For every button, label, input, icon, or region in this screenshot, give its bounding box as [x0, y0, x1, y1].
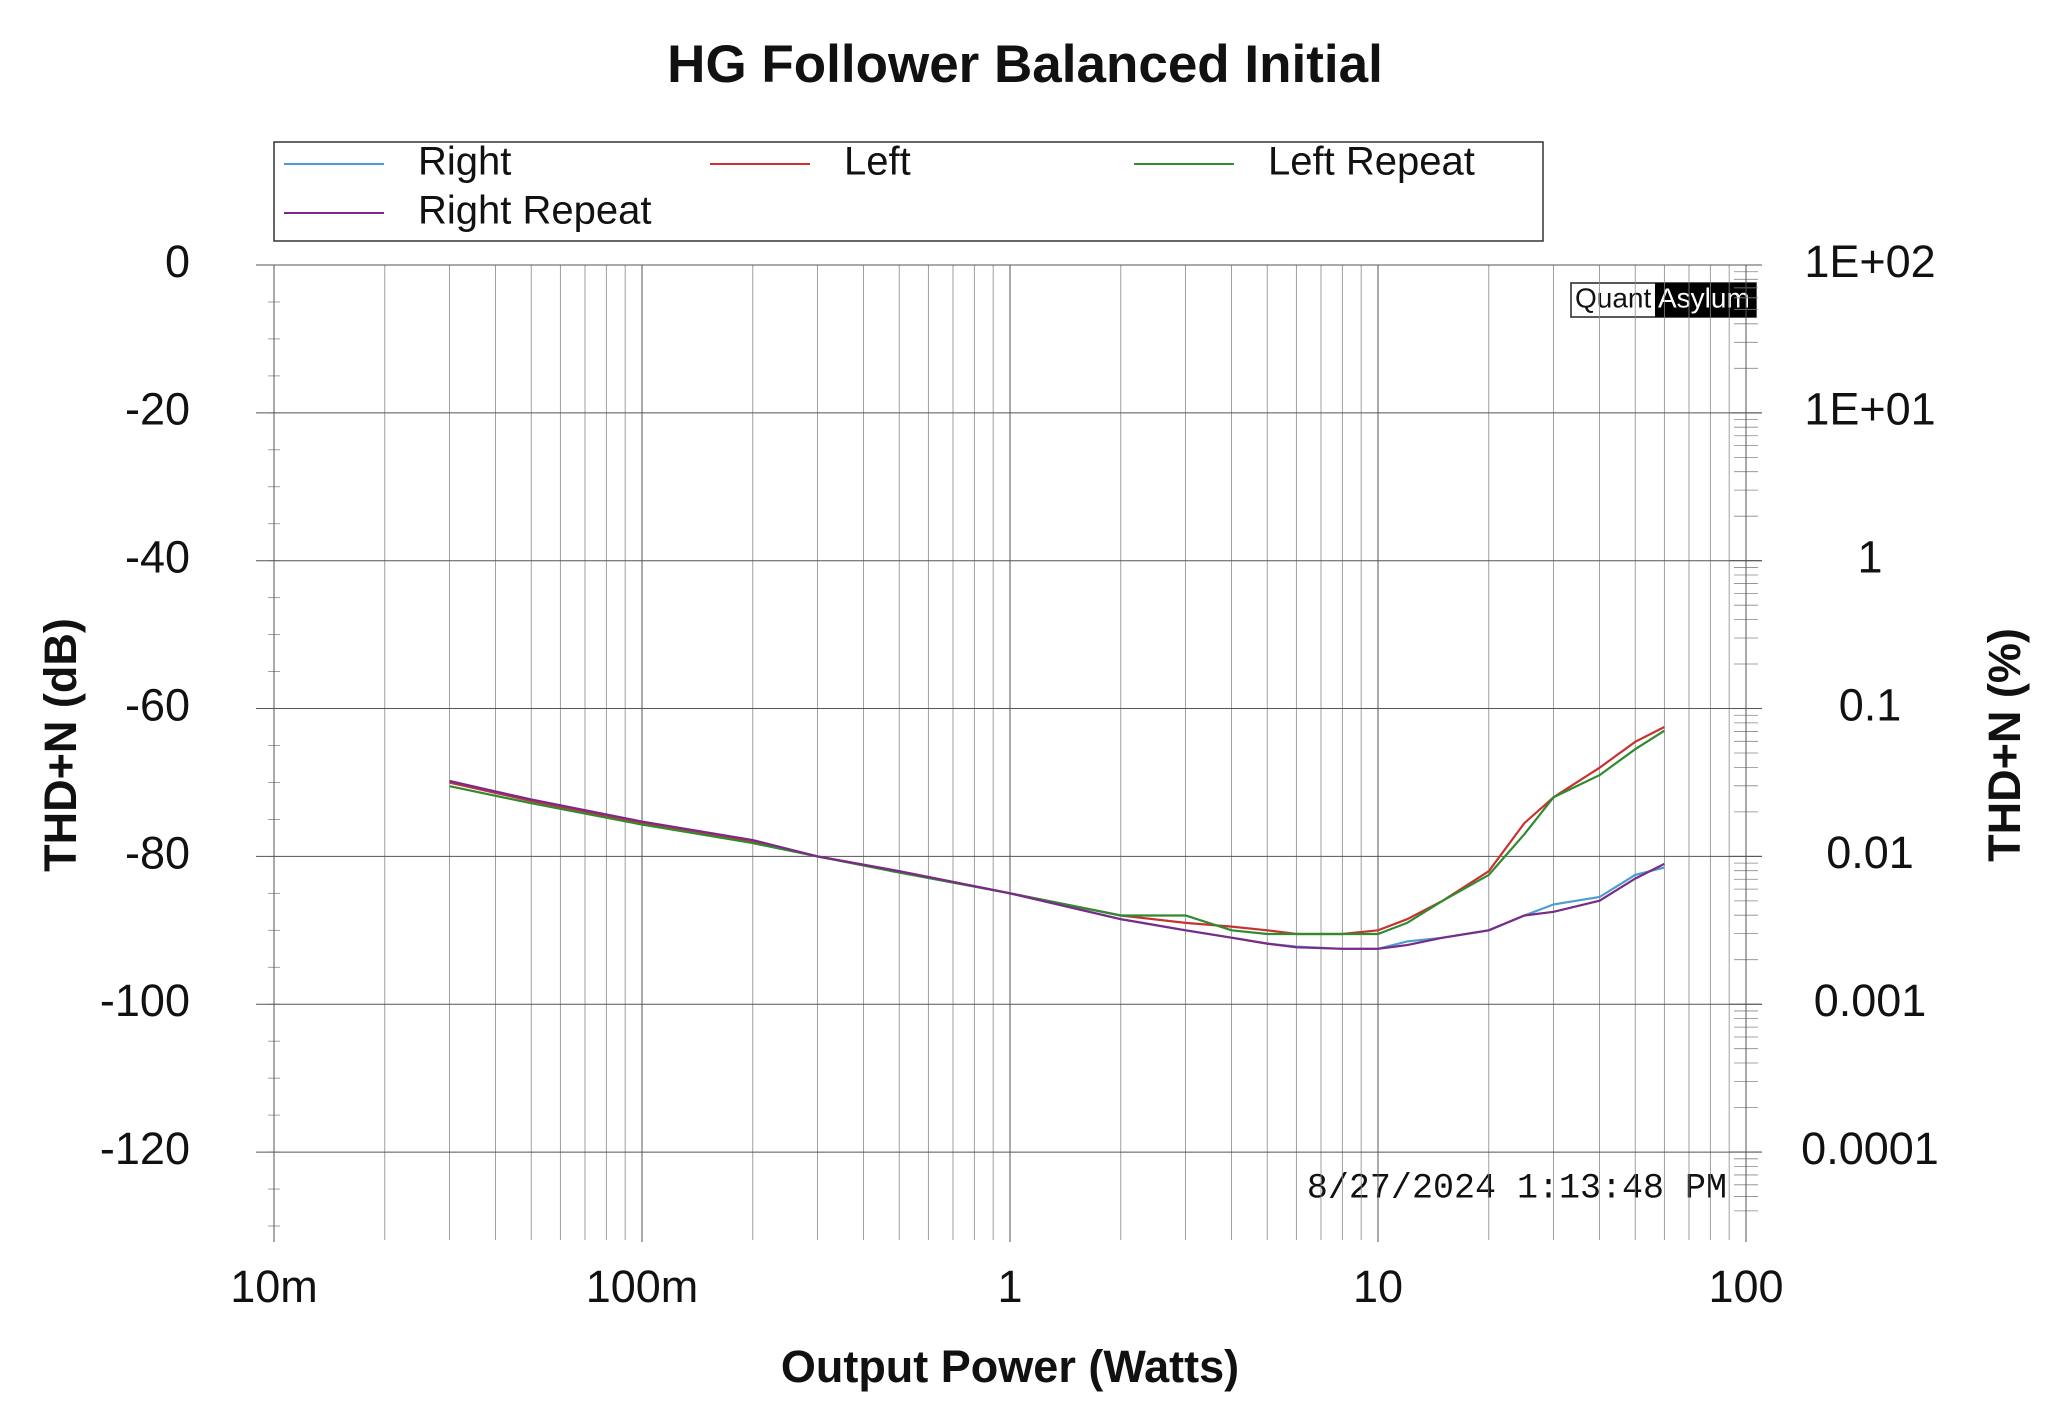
chart-title: HG Follower Balanced Initial [667, 35, 1383, 94]
x-tick-label: 100m [586, 1261, 699, 1312]
logo-dark [1655, 283, 1756, 317]
y2-tick-label: 0.0001 [1801, 1123, 1939, 1174]
y-tick-label: -120 [100, 1123, 190, 1174]
y2-tick-label: 1E+01 [1804, 384, 1935, 435]
legend-label: Right [418, 140, 511, 184]
legend-box [273, 141, 1544, 242]
legend-label: Left [844, 140, 911, 184]
y2-tick-label: 0.1 [1839, 679, 1902, 730]
y-tick-label: -20 [125, 384, 190, 435]
x-tick-label: 100 [1708, 1261, 1783, 1312]
x-tick-label: 1 [997, 1261, 1022, 1312]
x-tick-label: 10 [1353, 1261, 1403, 1312]
y2-axis-label: THD+N (%) [1979, 628, 2030, 862]
logo-text: Quant [1575, 282, 1651, 313]
series-line [449, 729, 1665, 936]
y-tick-label: 0 [165, 236, 190, 287]
y2-tick-label: 0.01 [1826, 827, 1914, 878]
legend-label: Left Repeat [1268, 140, 1475, 184]
series-line [449, 779, 1665, 950]
y2-tick-label: 1 [1857, 532, 1882, 583]
series-line [449, 781, 1665, 950]
x-axis-label: Output Power (Watts) [781, 1341, 1239, 1392]
y-tick-label: -60 [125, 679, 190, 730]
timestamp: 8/27/2024 1:13:48 PM [1307, 1168, 1727, 1208]
y-tick-label: -40 [125, 532, 190, 583]
y-tick-label: -100 [100, 975, 190, 1026]
x-tick-label: 10m [230, 1261, 318, 1312]
legend-label: Right Repeat [418, 189, 651, 233]
y2-tick-label: 0.001 [1814, 975, 1927, 1026]
y-tick-label: -80 [125, 827, 190, 878]
y-axis-label: THD+N (dB) [35, 618, 86, 872]
y2-tick-label: 1E+02 [1804, 236, 1935, 287]
